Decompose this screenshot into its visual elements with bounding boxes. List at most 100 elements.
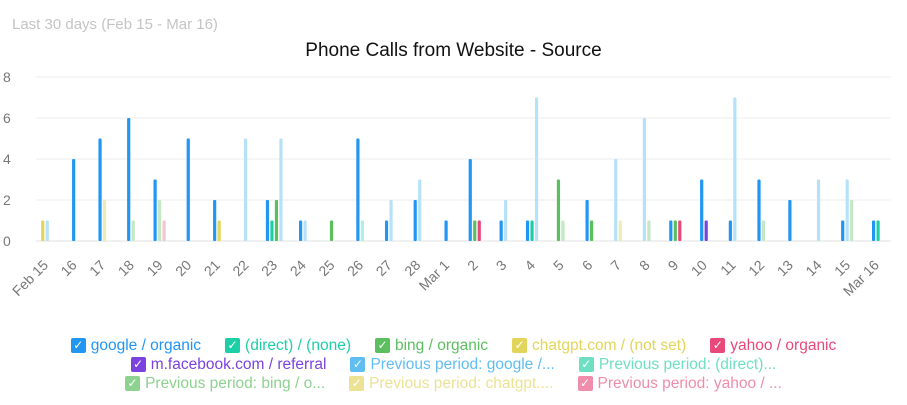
legend-item[interactable]: ✓ (direct) / (none) [225, 336, 351, 355]
bar[interactable] [757, 179, 761, 242]
bar[interactable] [473, 220, 477, 242]
bar[interactable] [499, 220, 503, 242]
bar[interactable] [642, 118, 646, 241]
bar[interactable] [468, 159, 472, 241]
legend-item[interactable]: ✓ yahoo / organic [710, 336, 836, 355]
bar[interactable] [72, 159, 76, 241]
bar[interactable] [728, 220, 732, 242]
legend-item[interactable]: ✓ google / organic [70, 336, 201, 355]
bar[interactable] [876, 220, 880, 242]
x-tick-label: 24 [287, 257, 309, 279]
legend-item[interactable]: ✓ Previous period: yahoo / ... [577, 374, 782, 393]
bar[interactable] [477, 220, 481, 242]
legend-item[interactable]: ✓ m.facebook.com / referral [130, 355, 327, 374]
checkbox-icon[interactable]: ✓ [578, 357, 594, 372]
legend-item[interactable]: ✓ chatgpt.com / (not set) [512, 336, 686, 355]
bar[interactable] [279, 138, 283, 242]
bar[interactable] [98, 138, 102, 242]
bar[interactable] [213, 200, 217, 241]
bar[interactable] [704, 220, 708, 242]
bar[interactable] [360, 220, 364, 242]
x-tick-label: 28 [401, 257, 423, 279]
bar[interactable] [845, 179, 849, 242]
checkbox-icon[interactable]: ✓ [70, 338, 86, 353]
bar[interactable] [265, 200, 270, 241]
legend-item[interactable]: ✓ Previous period: (direct)... [578, 355, 776, 374]
bar[interactable] [41, 220, 45, 242]
bar[interactable] [788, 200, 792, 241]
bar[interactable] [504, 200, 508, 241]
bar[interactable] [413, 200, 417, 241]
x-tick-label: 23 [258, 257, 280, 279]
x-tick-label: 21 [201, 257, 223, 279]
bar[interactable] [534, 97, 539, 242]
bar[interactable] [127, 118, 131, 241]
checkbox-icon[interactable]: ✓ [512, 338, 528, 353]
bar[interactable] [384, 220, 389, 242]
bar[interactable] [673, 220, 677, 242]
bar[interactable] [389, 200, 393, 241]
bar[interactable] [585, 200, 589, 241]
checkbox-icon[interactable]: ✓ [130, 357, 146, 372]
bar[interactable] [329, 220, 334, 242]
bar[interactable] [614, 159, 618, 241]
bar[interactable] [678, 220, 682, 242]
bar[interactable] [102, 200, 107, 241]
x-tick-label: 19 [143, 257, 165, 279]
legend-item[interactable]: ✓ Previous period: google /... [350, 355, 555, 374]
bar[interactable] [872, 220, 876, 242]
bar[interactable] [618, 220, 622, 242]
bar[interactable] [303, 220, 307, 242]
bar[interactable] [525, 220, 530, 242]
x-tick-label: 2 [464, 257, 481, 274]
legend-item[interactable]: ✓ bing / organic [374, 336, 488, 355]
bar[interactable] [561, 220, 565, 242]
bar[interactable] [556, 179, 561, 242]
checkbox-icon[interactable]: ✓ [225, 338, 241, 353]
bar[interactable] [647, 220, 651, 242]
bar[interactable] [274, 200, 279, 241]
bar[interactable] [841, 220, 845, 242]
x-tick-label: 15 [831, 257, 853, 279]
bar[interactable] [217, 220, 221, 242]
bar[interactable] [356, 138, 360, 242]
legend-row: ✓ google / organic ✓ (direct) / (none) ✓ bing… [0, 336, 907, 355]
bar[interactable] [45, 220, 49, 242]
legend-item[interactable]: ✓ Previous period: chatgpt.... [349, 374, 554, 393]
bar[interactable] [700, 179, 704, 242]
bar[interactable] [243, 138, 248, 242]
bar[interactable] [299, 220, 303, 242]
bar[interactable] [761, 220, 766, 242]
bar[interactable] [418, 179, 422, 242]
bar[interactable] [669, 220, 673, 242]
bar[interactable] [816, 179, 821, 242]
x-tick-label: 9 [665, 257, 682, 274]
legend-label: m.facebook.com / referral [150, 355, 327, 373]
legend-row: ✓ m.facebook.com / referral ✓ Previous peri… [0, 355, 907, 374]
bar[interactable] [444, 220, 448, 242]
chart-legend: ✓ google / organic ✓ (direct) / (none) ✓ bing… [0, 336, 907, 393]
checkbox-icon[interactable]: ✓ [577, 376, 593, 391]
checkbox-icon[interactable]: ✓ [374, 338, 390, 353]
checkbox-icon[interactable]: ✓ [710, 338, 726, 353]
legend-label: (direct) / (none) [245, 336, 351, 354]
bar[interactable] [162, 220, 166, 242]
bar[interactable] [153, 179, 157, 242]
bar[interactable] [158, 200, 162, 241]
checkbox-icon[interactable]: ✓ [350, 357, 366, 372]
x-tick-label: 12 [745, 257, 767, 279]
checkbox-icon[interactable]: ✓ [349, 376, 365, 391]
date-range-label: Last 30 days (Feb 15 - Mar 16) [12, 16, 218, 33]
bar[interactable] [850, 200, 854, 241]
bar[interactable] [733, 97, 737, 242]
bar[interactable] [131, 220, 135, 242]
legend-label: Previous period: bing / o... [145, 374, 326, 392]
bar[interactable] [530, 220, 534, 242]
bar[interactable] [186, 138, 190, 242]
legend-item[interactable]: ✓ Previous period: bing / o... [125, 374, 325, 393]
bar[interactable] [270, 220, 274, 242]
bar[interactable] [590, 220, 594, 242]
checkbox-icon[interactable]: ✓ [125, 376, 141, 391]
y-tick-label: 0 [3, 233, 11, 249]
